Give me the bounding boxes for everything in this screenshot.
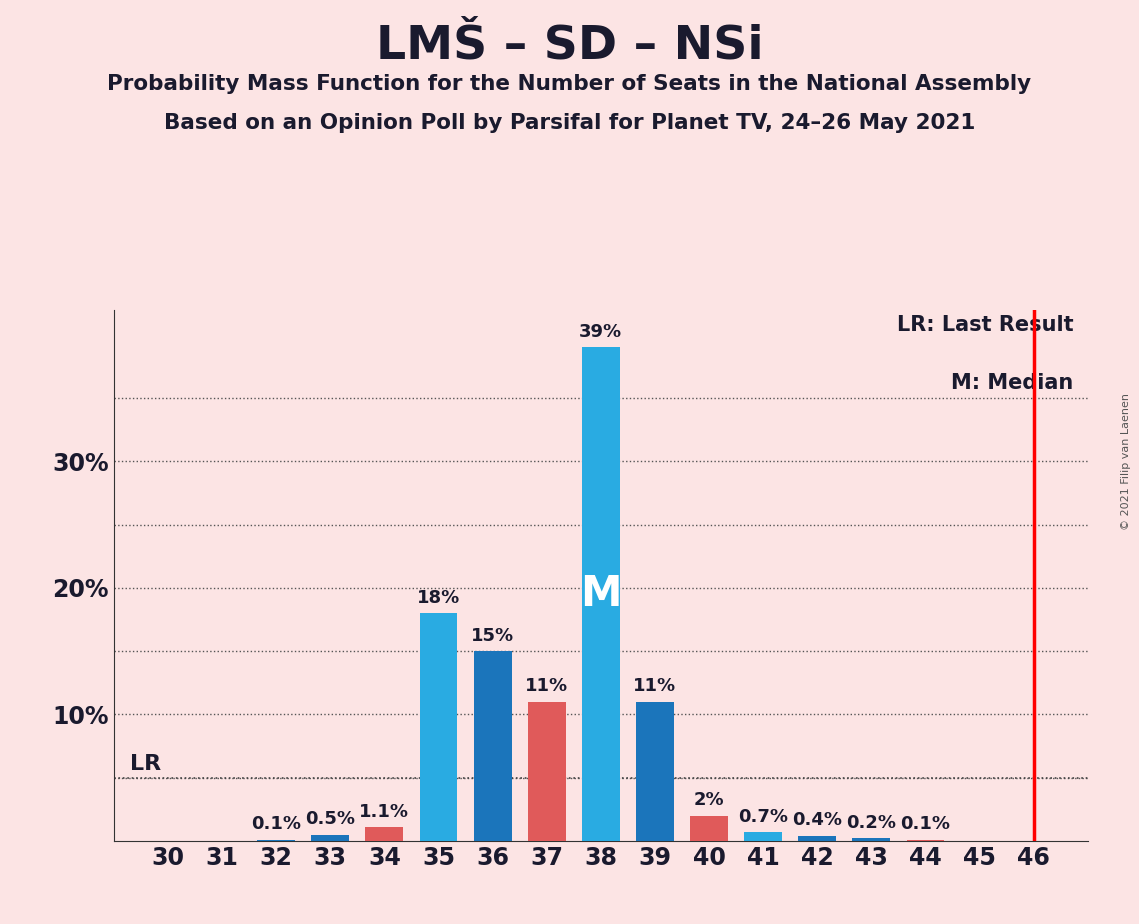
Text: 18%: 18% [417, 589, 460, 607]
Bar [690, 816, 728, 841]
Bar [257, 840, 295, 841]
Text: 0.7%: 0.7% [738, 808, 788, 826]
Text: 0.1%: 0.1% [901, 815, 950, 833]
Bar [366, 827, 403, 841]
Text: 15%: 15% [472, 626, 514, 645]
Bar [636, 701, 674, 841]
Text: Based on an Opinion Poll by Parsifal for Planet TV, 24–26 May 2021: Based on an Opinion Poll by Parsifal for… [164, 113, 975, 133]
Bar [907, 840, 944, 841]
Text: M: Median: M: Median [951, 373, 1073, 394]
Text: 0.5%: 0.5% [305, 810, 355, 828]
Bar [419, 614, 458, 841]
Text: 2%: 2% [694, 791, 724, 809]
Text: Probability Mass Function for the Number of Seats in the National Assembly: Probability Mass Function for the Number… [107, 74, 1032, 94]
Bar [474, 651, 511, 841]
Bar [798, 836, 836, 841]
Text: LR: Last Result: LR: Last Result [896, 315, 1073, 334]
Text: 0.2%: 0.2% [846, 814, 896, 832]
Bar [311, 834, 350, 841]
Text: 11%: 11% [633, 677, 677, 696]
Text: LMŠ – SD – NSi: LMŠ – SD – NSi [376, 23, 763, 68]
Text: 0.1%: 0.1% [252, 815, 301, 833]
Text: 11%: 11% [525, 677, 568, 696]
Text: M: M [580, 573, 622, 615]
Text: 39%: 39% [580, 323, 622, 341]
Bar [744, 832, 782, 841]
Text: LR: LR [130, 754, 162, 773]
Bar [527, 701, 566, 841]
Bar [852, 838, 891, 841]
Text: 0.4%: 0.4% [793, 811, 842, 830]
Text: © 2021 Filip van Laenen: © 2021 Filip van Laenen [1121, 394, 1131, 530]
Bar [582, 347, 620, 841]
Text: 1.1%: 1.1% [360, 803, 409, 821]
